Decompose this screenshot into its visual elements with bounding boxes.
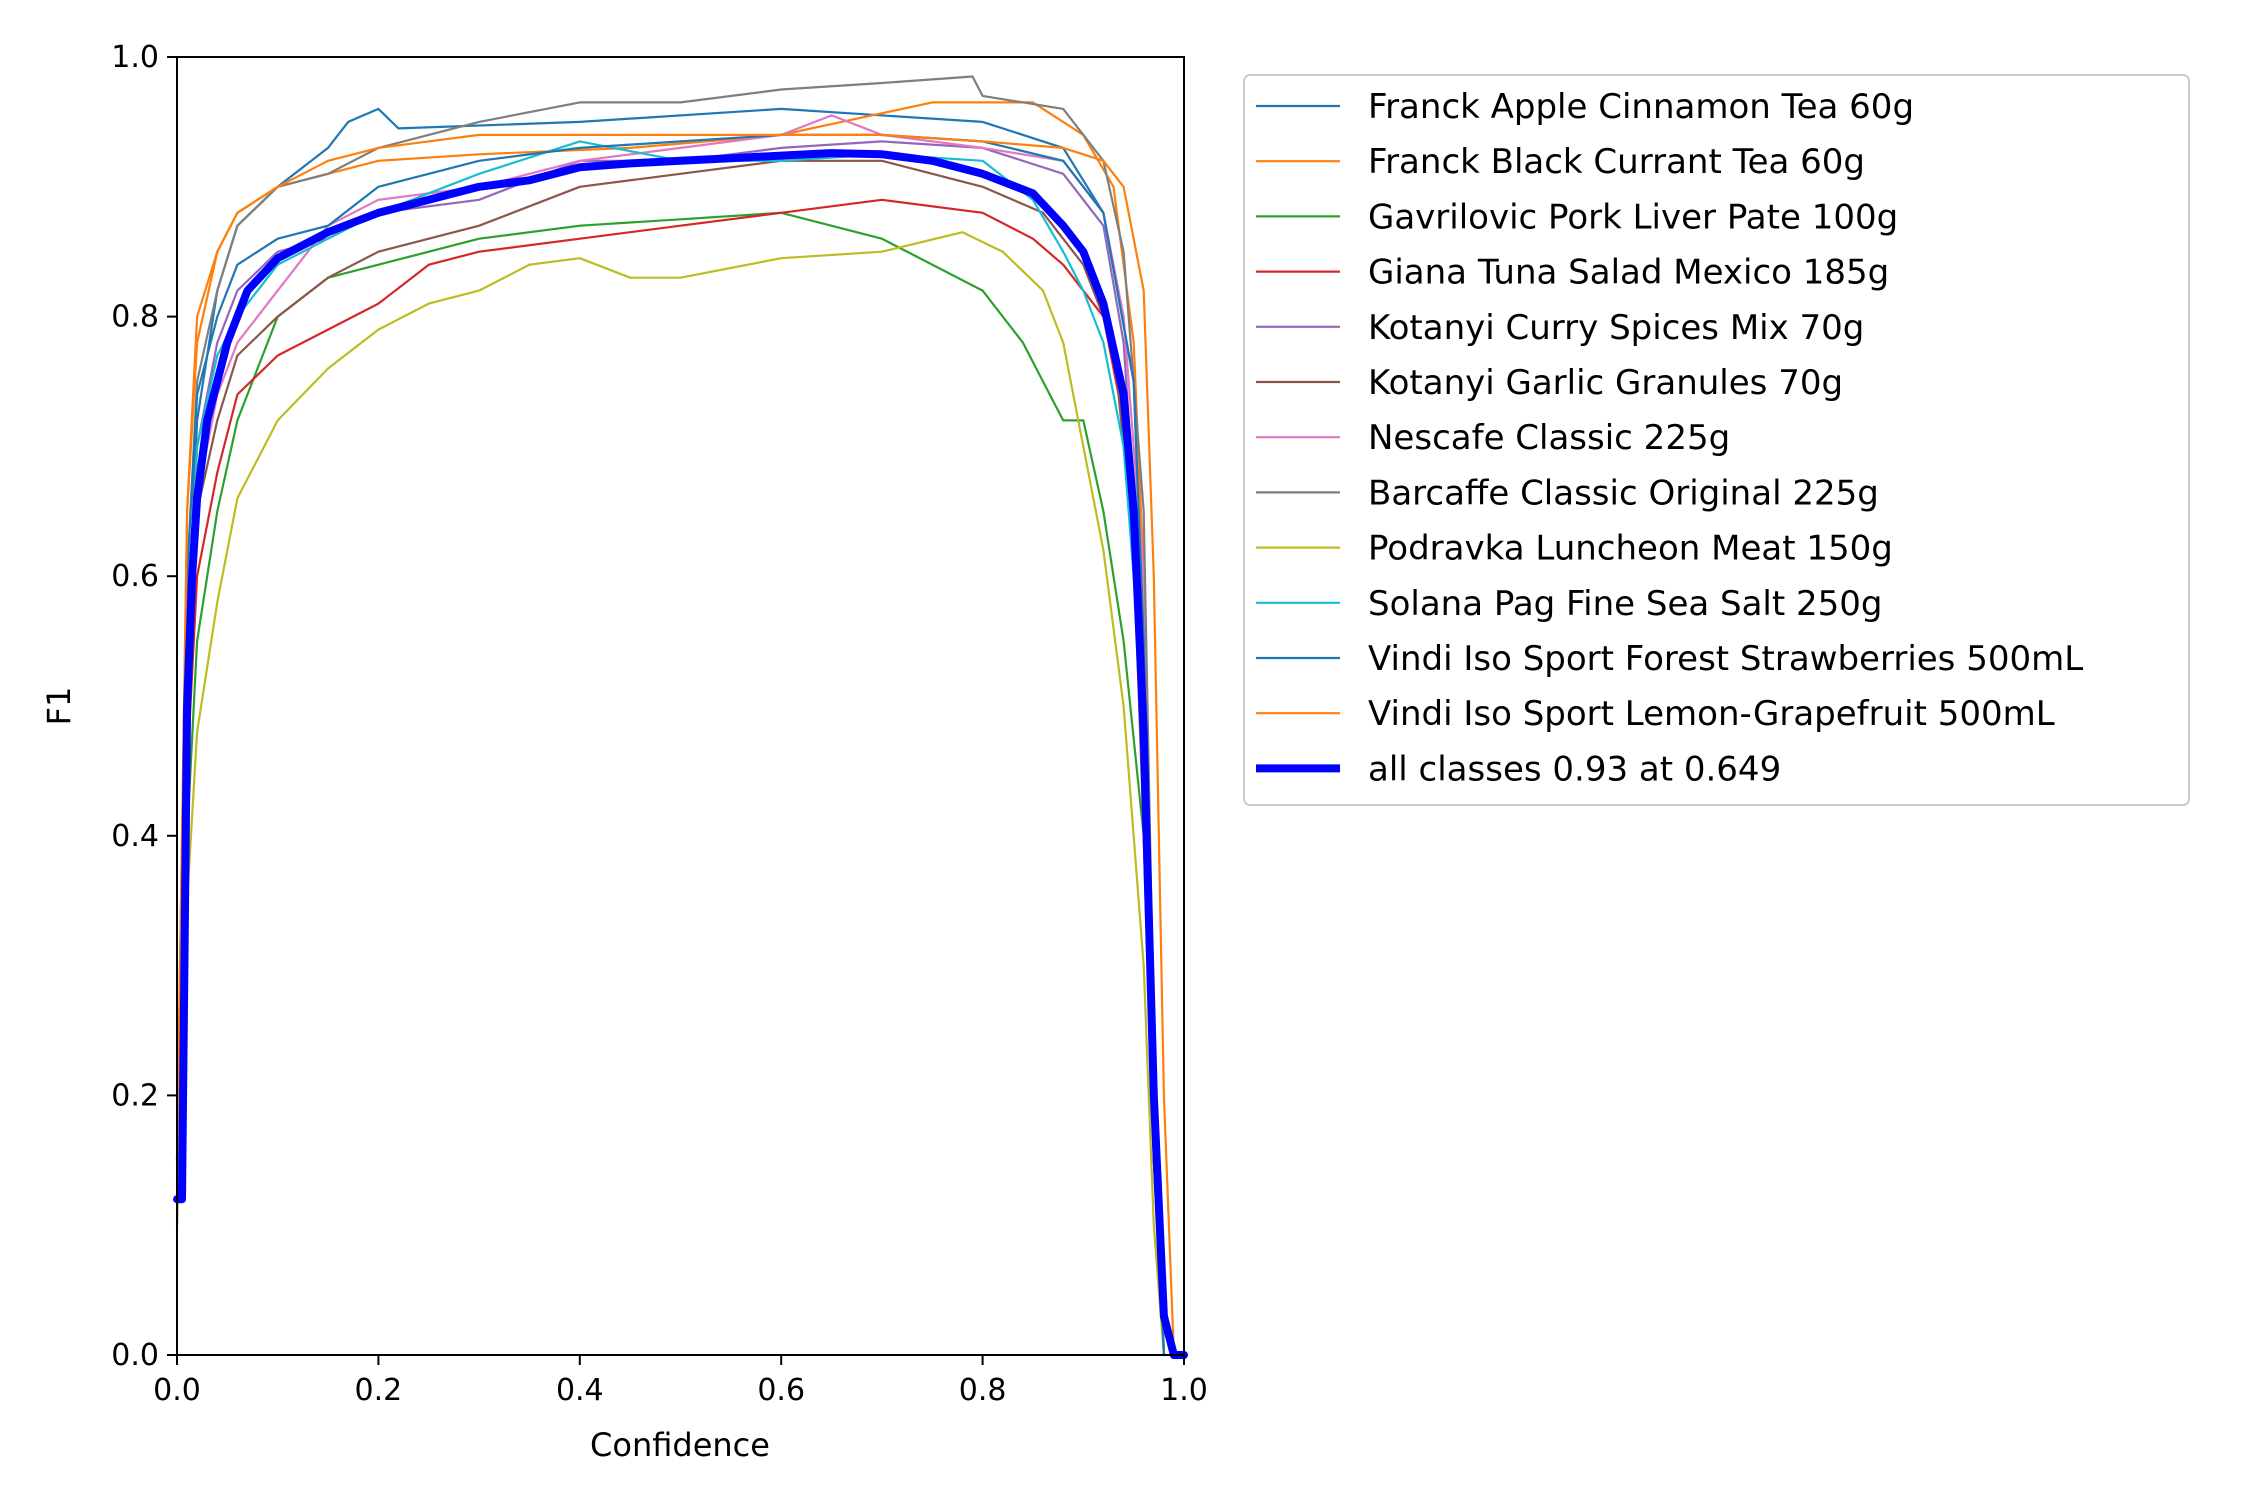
legend-entry: Franck Black Currant Tea 60g <box>1256 142 1865 182</box>
legend-entry: Giana Tuna Salad Mexico 185g <box>1256 253 1889 293</box>
legend-label: Nescafe Classic 225g <box>1368 418 1730 458</box>
axis-ticks: 0.0 0.2 0.4 0.6 0.8 1.0 0.0 0.2 0.4 0.6 0.8 1.0 <box>111 40 1208 1408</box>
legend-entry: Solana Pag Fine Sea Salt 250g <box>1256 584 1882 624</box>
legend-entry: Barcaffe Classic Original 225g <box>1256 473 1879 513</box>
y-tick-label: 0.2 <box>111 1078 159 1113</box>
legend-frame <box>1243 74 2190 806</box>
series-lines <box>173 75 1188 1359</box>
x-tick-label: 0.4 <box>556 1373 604 1408</box>
legend-entry: all classes 0.93 at 0.649 <box>1256 749 1781 789</box>
legend-entry: Vindi Iso Sport Lemon-Grapefruit 500mL <box>1256 694 2055 734</box>
y-tick-label: 0.0 <box>111 1338 159 1373</box>
legend-label: Vindi Iso Sport Forest Strawberries 500m… <box>1368 639 2083 679</box>
legend-entry: Kotanyi Curry Spices Mix 70g <box>1256 308 1864 348</box>
series-line-10 <box>175 133 1165 1357</box>
x-tick-label: 0.0 <box>153 1373 201 1408</box>
x-tick-label: 0.2 <box>355 1373 403 1408</box>
y-tick-label: 1.0 <box>111 40 159 75</box>
series-line-1 <box>175 101 1165 1357</box>
legend-entry: Kotanyi Garlic Granules 70g <box>1256 363 1843 403</box>
legend-entry: Podravka Luncheon Meat 150g <box>1256 529 1893 569</box>
y-tick-label: 0.6 <box>111 559 159 594</box>
series-line-7 <box>175 75 1165 1357</box>
x-tick-label: 0.6 <box>757 1373 805 1408</box>
series-line-0 <box>175 107 1165 1357</box>
legend-entry: Franck Apple Cinnamon Tea 60g <box>1256 87 1914 127</box>
legend-label: Barcaffe Classic Original 225g <box>1368 473 1879 513</box>
plot-frame <box>176 56 1185 1356</box>
legend-label: Kotanyi Garlic Granules 70g <box>1368 363 1843 403</box>
x-axis-label: Confidence <box>590 1426 770 1464</box>
series-line-3 <box>175 198 1165 1357</box>
x-tick-label: 1.0 <box>1160 1373 1208 1408</box>
series-line-8 <box>175 231 1165 1357</box>
legend-entry: Gavrilovic Pork Liver Pate 100g <box>1256 197 1898 237</box>
x-tick-label: 0.8 <box>959 1373 1007 1408</box>
legend-label: Kotanyi Curry Spices Mix 70g <box>1368 308 1864 348</box>
y-tick-label: 0.4 <box>111 819 159 854</box>
legend-label: Franck Black Currant Tea 60g <box>1368 142 1865 182</box>
legend-label: Giana Tuna Salad Mexico 185g <box>1368 253 1889 293</box>
legend-label: Solana Pag Fine Sea Salt 250g <box>1368 584 1882 624</box>
y-axis-label: F1 <box>40 687 78 726</box>
series-line-11 <box>175 133 1175 1357</box>
series-line-5 <box>175 159 1165 1357</box>
series-line-12 <box>173 149 1188 1359</box>
series-line-6 <box>175 114 1165 1357</box>
legend-label: all classes 0.93 at 0.649 <box>1368 749 1781 789</box>
series-line-2 <box>175 211 1165 1357</box>
series-line-4 <box>175 140 1165 1357</box>
legend-label: Gavrilovic Pork Liver Pate 100g <box>1368 197 1898 237</box>
legend-items: Franck Apple Cinnamon Tea 60g Franck Blac… <box>1256 87 2083 789</box>
y-tick-label: 0.8 <box>111 300 159 335</box>
legend-label: Franck Apple Cinnamon Tea 60g <box>1368 87 1914 127</box>
legend-label: Vindi Iso Sport Lemon-Grapefruit 500mL <box>1368 694 2055 734</box>
legend-entry: Vindi Iso Sport Forest Strawberries 500m… <box>1256 639 2083 679</box>
legend: Franck Apple Cinnamon Tea 60g Franck Blac… <box>1243 74 2190 806</box>
series-line-9 <box>175 140 1165 1357</box>
legend-entry: Nescafe Classic 225g <box>1256 418 1730 458</box>
legend-label: Podravka Luncheon Meat 150g <box>1368 529 1893 569</box>
